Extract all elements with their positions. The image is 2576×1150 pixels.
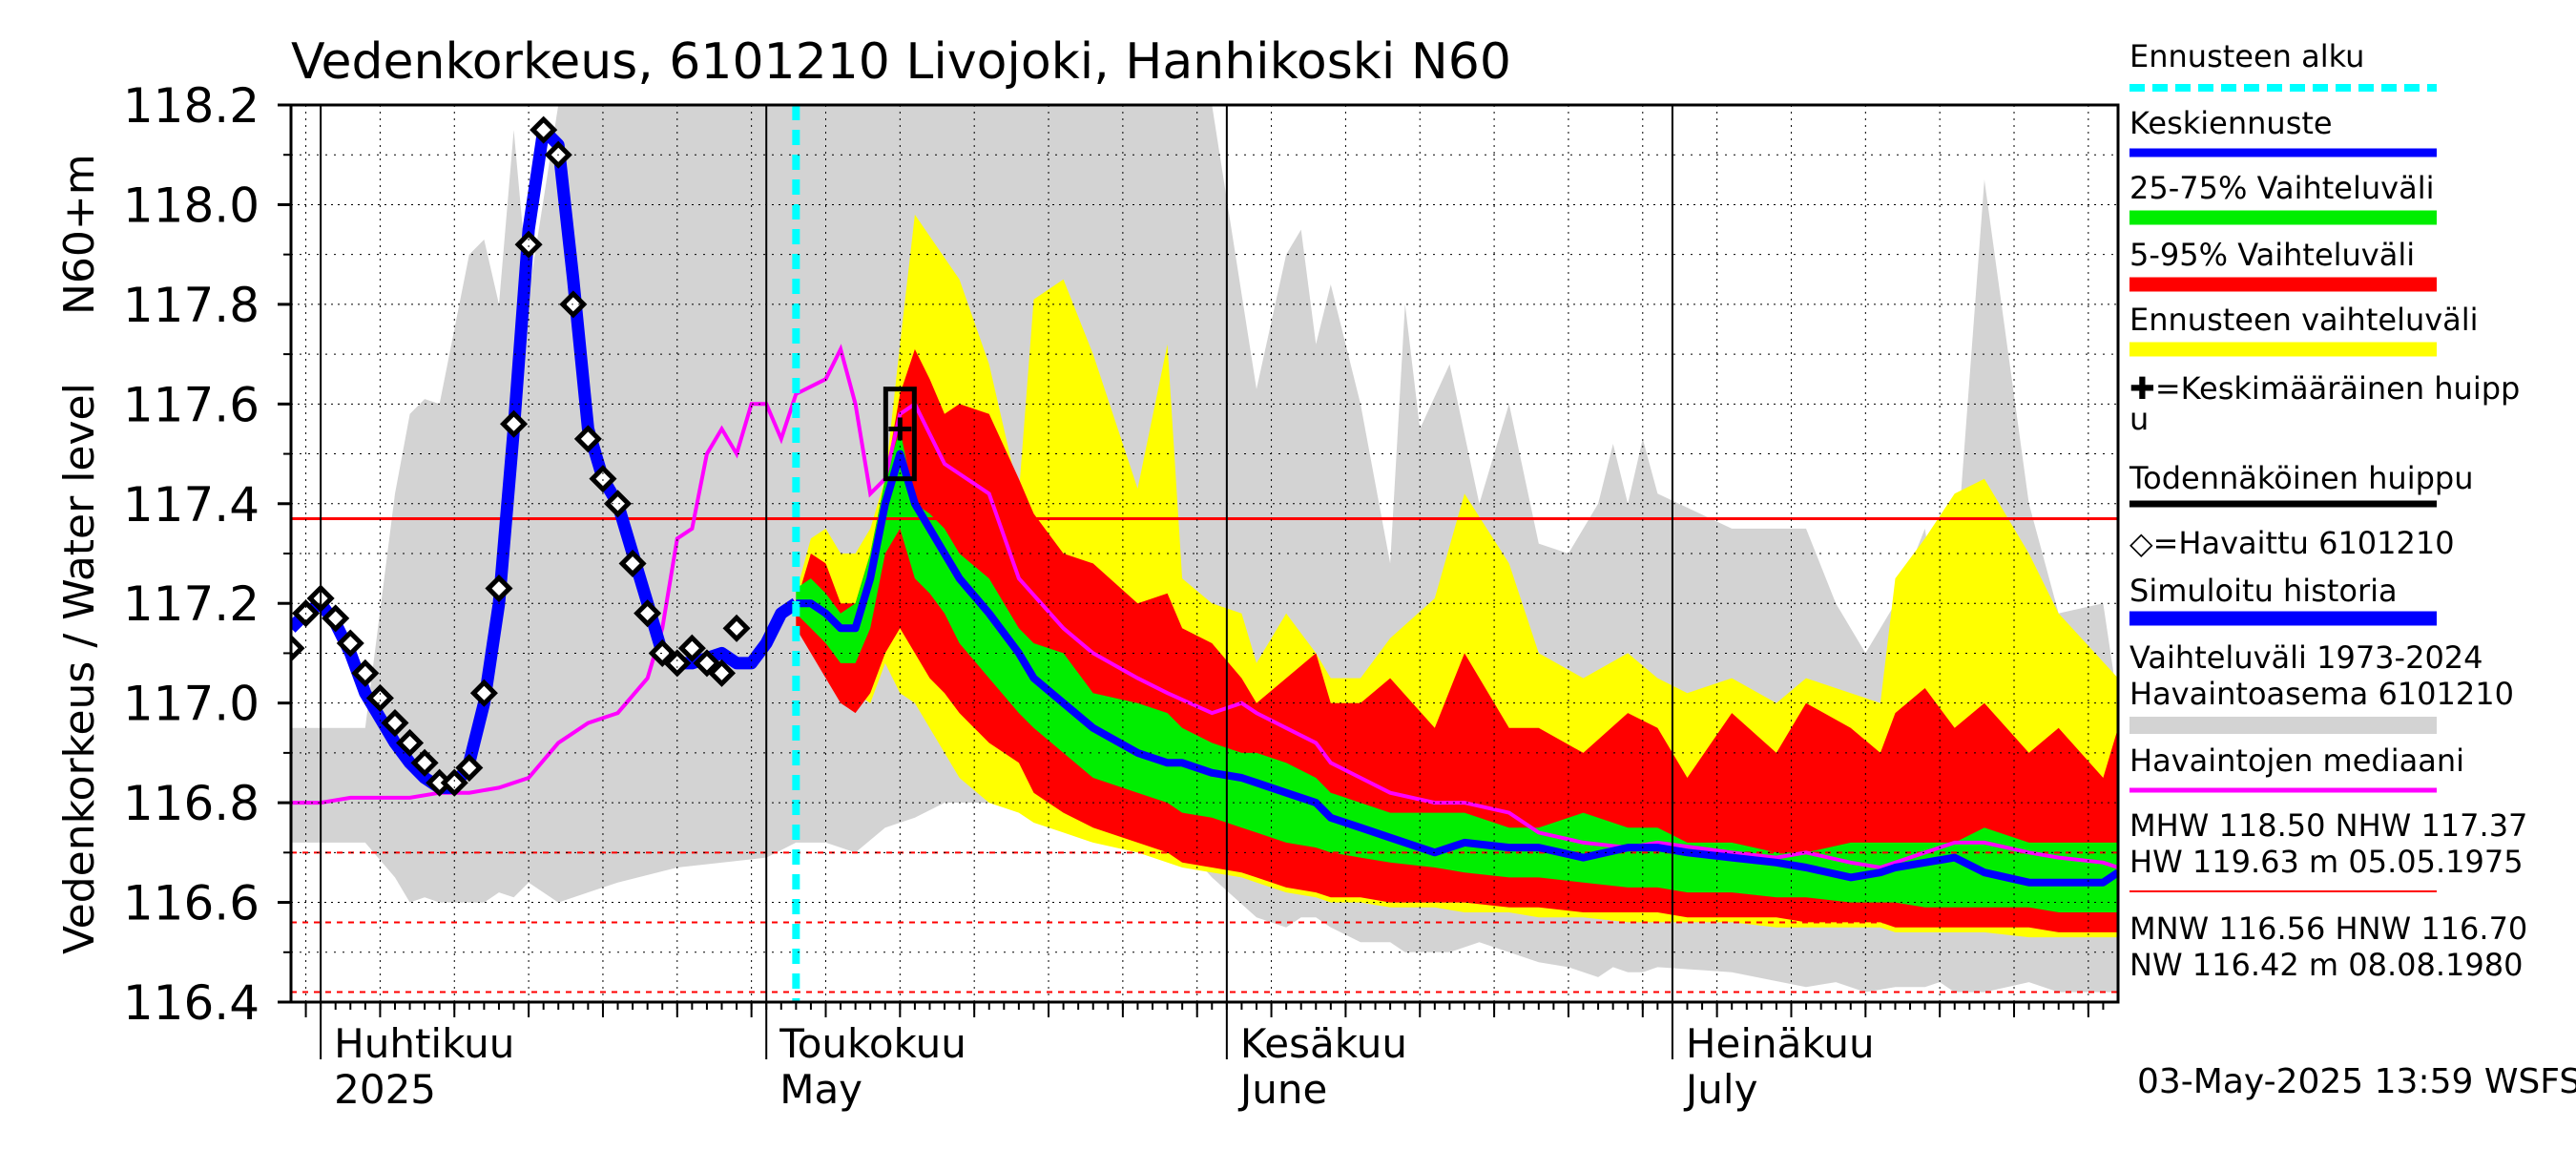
legend-label: MHW 118.50 NHW 117.37 <box>2129 807 2527 844</box>
y-tick-label: 117.4 <box>123 477 260 533</box>
y-tick-label: 116.4 <box>123 975 260 1031</box>
y-tick-label: 117.8 <box>123 278 260 333</box>
observed-point <box>648 638 676 667</box>
legend-label: MNW 116.56 HNW 116.70 <box>2129 910 2527 947</box>
legend-label: 5-95% Vaihteluväli <box>2129 237 2415 273</box>
y-tick-label: 118.2 <box>123 78 260 134</box>
observed-point <box>530 115 558 144</box>
legend-label: Ennusteen vaihteluväli <box>2129 302 2479 338</box>
observed-point <box>351 659 380 687</box>
observed-point <box>573 425 602 453</box>
x-month-label: Huhtikuu <box>334 1020 514 1067</box>
legend-label: ✚=Keskimääräinen huipp <box>2129 370 2520 407</box>
x-month-sublabel: May <box>779 1066 862 1113</box>
y-tick-label: 118.0 <box>123 178 260 233</box>
legend-label: Havaintojen mediaani <box>2129 742 2464 779</box>
observed-point <box>514 230 543 259</box>
y-axis-unit: N60+m <box>55 154 104 315</box>
legend: Ennusteen alku Keskiennuste 25-75% Vaihtel… <box>2129 38 2527 983</box>
observed-point <box>589 465 617 493</box>
observed-point <box>693 649 721 678</box>
observed-point <box>500 409 529 438</box>
y-axis-label: Vedenkorkeus / Water level <box>55 383 104 954</box>
observed-point <box>618 549 647 577</box>
legend-label: Todennäköinen huippu <box>2129 460 2474 496</box>
y-tick-label: 116.6 <box>123 876 260 931</box>
legend-label: 25-75% Vaihteluväli <box>2129 170 2434 206</box>
observed-point <box>381 709 409 738</box>
observed-point <box>336 629 364 658</box>
footer-timestamp: 03-May-2025 13:59 WSFS-O <box>2137 1062 2576 1101</box>
legend-label: Ennusteen alku <box>2129 38 2364 74</box>
observed-point <box>322 604 350 633</box>
median-line <box>291 344 2118 870</box>
axes: 116.4 116.6 116.8 117.0 117.2 117.4 117.6 117.8… <box>123 78 2120 1113</box>
mean-forecast-line <box>796 450 2118 887</box>
legend-label: Keskiennuste <box>2129 105 2333 141</box>
observed-point <box>396 728 425 757</box>
observed-point <box>603 490 633 518</box>
observed-point <box>291 634 305 662</box>
x-month-label: Kesäkuu <box>1240 1020 1407 1067</box>
observed-point <box>469 679 498 707</box>
x-month-sublabel: 2025 <box>334 1066 436 1113</box>
observed-point <box>455 754 484 783</box>
x-month-label: Heinäkuu <box>1686 1020 1875 1067</box>
legend-label: Simuloitu historia <box>2129 573 2398 609</box>
y-tick-label: 116.8 <box>123 776 260 831</box>
probable-peak-box <box>883 387 917 482</box>
observed-point <box>707 659 737 687</box>
observed-point <box>485 575 513 603</box>
y-tick-label: 117.6 <box>123 377 260 432</box>
legend-label: Vaihteluväli 1973-2024 <box>2129 639 2483 676</box>
legend-label: ◇=Havaittu 6101210 <box>2129 525 2455 561</box>
y-tick-label: 117.0 <box>123 677 260 732</box>
legend-label: u <box>2129 401 2149 437</box>
plot-area <box>291 105 2118 1002</box>
legend-label: Havaintoasema 6101210 <box>2129 676 2514 712</box>
observed-point <box>722 614 751 642</box>
grid <box>291 104 2118 1059</box>
legend-label: NW 116.42 m 08.08.1980 <box>2129 947 2523 983</box>
legend-label: HW 119.63 m 05.05.1975 <box>2129 844 2524 880</box>
y-tick-label: 117.2 <box>123 576 260 632</box>
x-month-sublabel: June <box>1237 1066 1327 1113</box>
chart-title: Vedenkorkeus, 6101210 Livojoki, Hanhikos… <box>291 33 1511 91</box>
observed-point <box>634 599 662 628</box>
observed-point <box>410 748 439 777</box>
x-month-label: Toukokuu <box>779 1020 966 1067</box>
x-month-sublabel: July <box>1683 1066 1758 1113</box>
p25-75-band <box>796 429 2118 912</box>
